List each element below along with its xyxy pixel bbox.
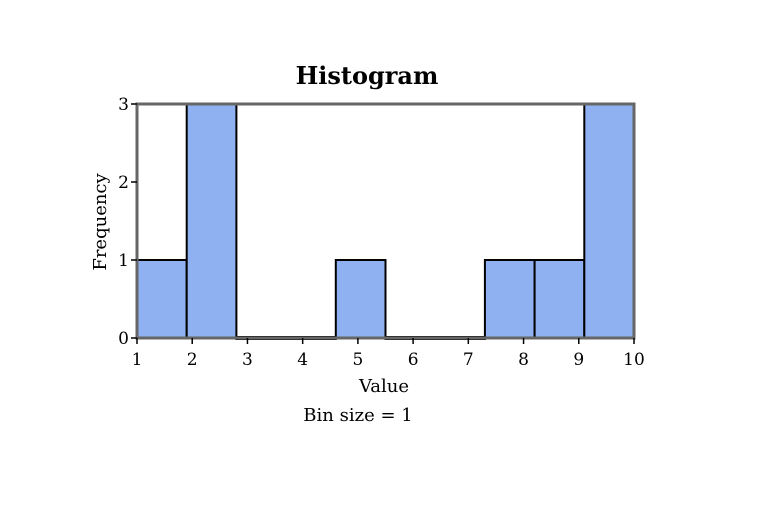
x-tick-label-6: 6 (408, 350, 419, 370)
plot-border (135, 102, 636, 340)
y-axis-ticks: 0 1 2 3 (118, 95, 137, 349)
y-axis-label: Frequency (90, 172, 111, 270)
histogram-bar-9 (533, 259, 586, 339)
x-tick-label-1: 1 (132, 350, 143, 370)
histogram-bar-8 (483, 259, 536, 339)
y-tick-label-0: 0 (118, 329, 129, 349)
histogram-bar-2 (185, 103, 238, 339)
chart-title: Histogram (296, 61, 439, 90)
histogram-bar-10 (583, 103, 635, 339)
y-tick-label-1: 1 (118, 251, 129, 271)
x-tick-label-2: 2 (187, 350, 198, 370)
x-tick-label-4: 4 (297, 350, 308, 370)
x-tick-label-7: 7 (463, 350, 474, 370)
x-axis-label: Value (358, 376, 409, 397)
y-tick-label-2: 2 (118, 173, 129, 193)
x-tick-label-9: 9 (573, 350, 584, 370)
bin-size-note: Bin size = 1 (303, 405, 412, 426)
y-tick-label-3: 3 (118, 95, 129, 115)
x-tick-label-3: 3 (242, 350, 253, 370)
x-tick-label-5: 5 (352, 350, 363, 370)
x-axis-ticks: 1 2 3 4 5 6 7 8 9 10 (132, 338, 645, 370)
histogram-bar-5 (334, 259, 387, 339)
histogram-bar-1 (136, 259, 188, 339)
x-tick-label-8: 8 (518, 350, 529, 370)
x-tick-label-10: 10 (623, 350, 645, 370)
